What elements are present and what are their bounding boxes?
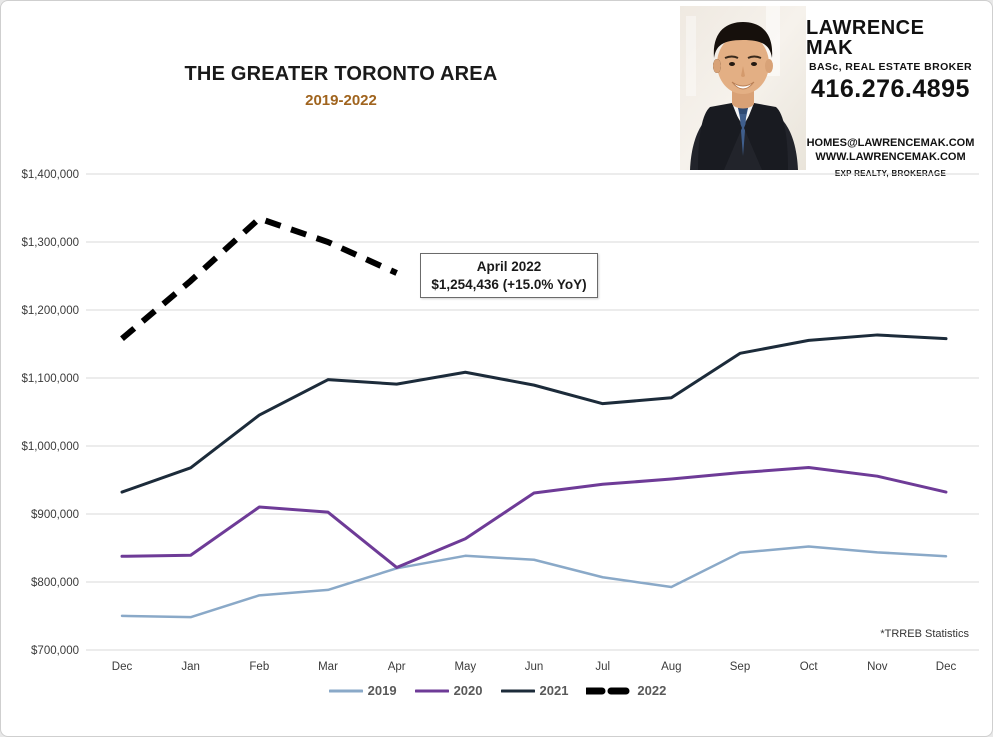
series-line-2020 — [120, 466, 948, 569]
x-tick-label: Nov — [867, 661, 888, 673]
legend-line-sample-2022 — [586, 687, 633, 694]
chart-legend: 2019 2020 2021 2022 — [1, 683, 992, 698]
annotation-value: $1,254,436 (+15.0% YoY) — [431, 276, 587, 292]
x-tick-label: Apr — [388, 661, 406, 673]
realtor-brokerage: EXP REALTY, BROKERAGE — [834, 168, 947, 178]
legend-label-2022: 2022 — [637, 683, 667, 698]
legend-label-2020: 2020 — [453, 683, 483, 698]
series-line-2022 — [120, 215, 398, 341]
page-title: THE GREATER TORONTO AREA — [184, 63, 498, 85]
y-tick-label: $1,300,000 — [21, 237, 79, 249]
realtor-photo — [680, 6, 806, 170]
y-tick-label: $1,200,000 — [21, 305, 79, 317]
business-card: LAWRENCE MAK BASc, REAL ESTATE BROKER 41… — [680, 6, 975, 178]
x-tick-label: Dec — [112, 661, 133, 673]
y-tick-label: $1,400,000 — [21, 169, 79, 181]
legend-line-sample-2021 — [500, 689, 535, 692]
series-line-2019 — [120, 545, 948, 619]
realtor-designation: BASc, REAL ESTATE BROKER — [808, 61, 973, 73]
realtor-website: WWW.LAWRENCEMAK.COM — [815, 151, 966, 164]
page-subtitle: 2019-2022 — [305, 92, 377, 109]
x-tick-label: May — [454, 661, 476, 673]
y-tick-label: $700,000 — [31, 645, 79, 657]
legend-line-sample-2020 — [414, 689, 449, 692]
x-tick-label: Dec — [936, 661, 957, 673]
x-tick-label: Mar — [318, 661, 338, 673]
legend-line-sample-2019 — [328, 689, 363, 692]
legend-label-2019: 2019 — [367, 683, 397, 698]
legend-item-2022: 2022 — [586, 683, 666, 698]
x-tick-label: Oct — [800, 661, 819, 673]
x-tick-label: Sep — [730, 661, 750, 673]
annotation-month: April 2022 — [476, 258, 542, 274]
x-tick-label: Aug — [661, 661, 681, 673]
realtor-phone: 416.276.4895 — [811, 74, 970, 103]
x-tick-label: Jul — [595, 661, 610, 673]
x-tick-label: Jan — [181, 661, 200, 673]
y-tick-label: $1,000,000 — [21, 441, 79, 453]
realtor-name: LAWRENCE MAK — [806, 17, 925, 59]
x-tick-label: Jun — [525, 661, 544, 673]
y-tick-label: $1,100,000 — [21, 373, 79, 385]
annotation-callout: April 2022 $1,254,436 (+15.0% YoY) — [420, 253, 598, 298]
legend-item-2021: 2021 — [500, 683, 569, 698]
y-tick-label: $800,000 — [31, 577, 79, 589]
legend-item-2020: 2020 — [414, 683, 483, 698]
y-tick-label: $900,000 — [31, 509, 79, 521]
legend-label-2021: 2021 — [539, 683, 569, 698]
source-footnote: *TRREB Statistics — [880, 628, 969, 640]
realtor-email: HOMES@LAWRENCEMAK.COM — [806, 137, 975, 150]
series-line-2021 — [120, 333, 948, 494]
x-tick-label: Feb — [249, 661, 269, 673]
legend-item-2019: 2019 — [328, 683, 397, 698]
